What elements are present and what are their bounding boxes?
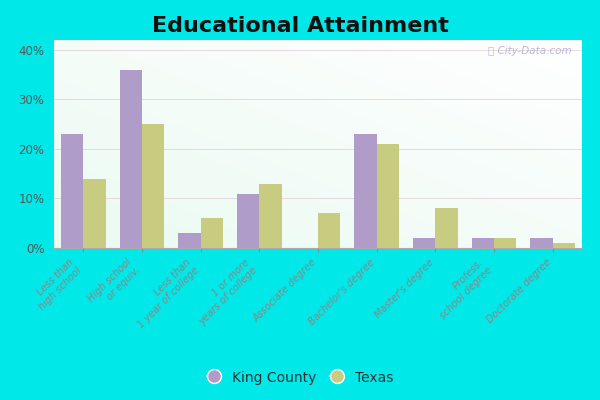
Bar <box>259 184 281 248</box>
Bar <box>142 124 164 248</box>
Bar <box>83 179 106 248</box>
Text: ⓘ City-Data.com: ⓘ City-Data.com <box>488 46 571 56</box>
Text: Educational Attainment: Educational Attainment <box>152 16 448 36</box>
Bar <box>377 144 399 248</box>
Bar <box>178 233 200 248</box>
Bar <box>61 134 83 248</box>
Bar <box>472 238 494 248</box>
Bar <box>436 208 458 248</box>
Bar <box>120 70 142 248</box>
Bar <box>237 194 259 248</box>
Bar <box>413 238 436 248</box>
Bar <box>200 218 223 248</box>
Legend: King County, Texas: King County, Texas <box>203 367 397 389</box>
Bar <box>530 238 553 248</box>
Bar <box>494 238 516 248</box>
Bar <box>553 243 575 248</box>
Bar <box>355 134 377 248</box>
Bar <box>318 213 340 248</box>
